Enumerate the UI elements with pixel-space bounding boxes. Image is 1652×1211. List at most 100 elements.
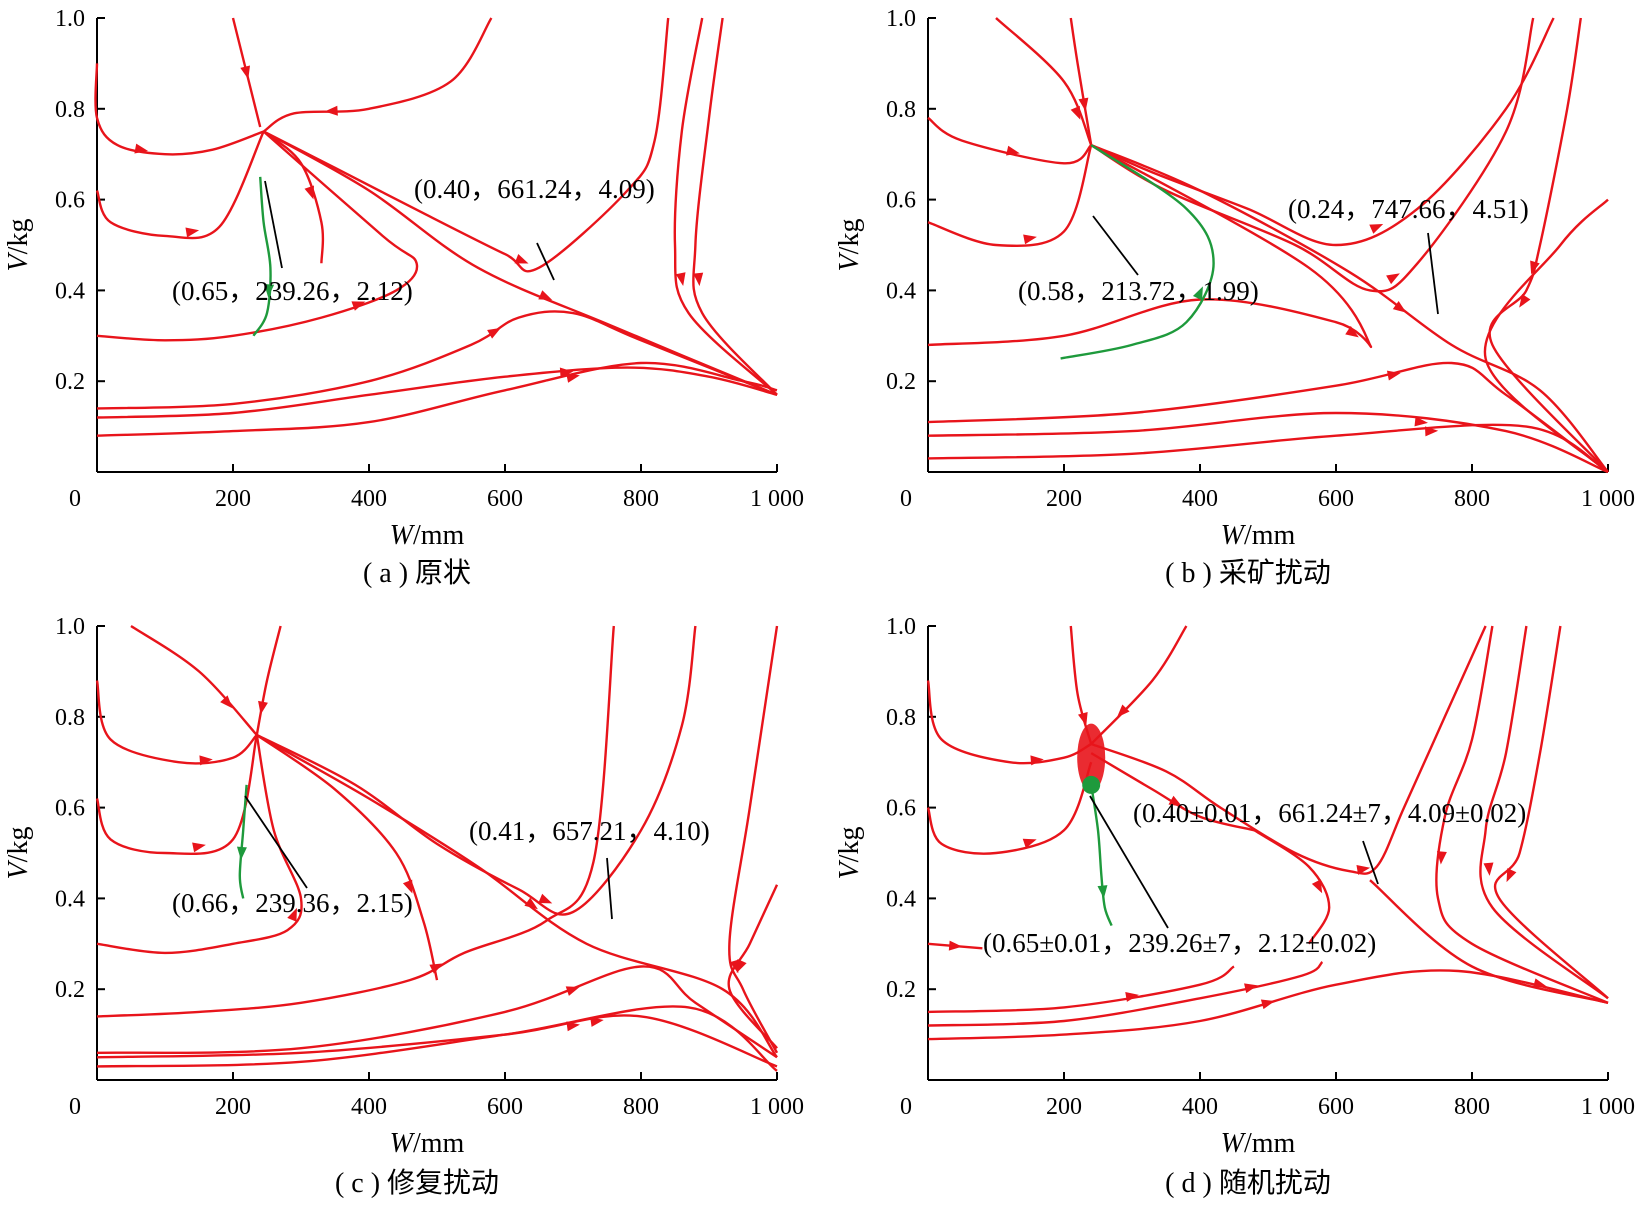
direction-arrow [304,185,314,200]
x-tick-label: 800 [623,1094,659,1120]
trajectory-9 [1090,17,1535,293]
y-axis-label: V/kg [3,827,34,880]
direction-arrow [351,301,366,311]
trajectory-7 [927,411,1609,474]
x-tick-label: 800 [1454,486,1490,512]
annotation-leader-line [536,242,555,281]
y-tick-label: 0.6 [55,188,85,214]
panel-caption: ( a ) 原状 [363,557,471,589]
direction-arrow [1386,273,1400,285]
panel-caption: ( d ) 随机扰动 [1165,1167,1331,1199]
direction-arrow [220,695,233,709]
direction-arrow [524,897,538,910]
direction-arrow [590,1016,604,1027]
trajectory-2 [255,625,282,736]
annotation-leader-line [1089,795,1169,929]
direction-arrow [199,755,213,766]
x-tick-label: 1 000 [750,486,804,512]
trajectory-13 [728,625,779,1054]
trajectory-9 [1090,625,1487,875]
trajectory-2 [1090,625,1188,745]
trajectory-11 [1090,17,1555,247]
annotation-leader-line [264,180,283,269]
trajectory-7 [927,960,1324,1027]
trajectory-12 [1369,879,1609,1004]
disturbed-trajectory-16 [1090,784,1113,927]
direction-arrow [1168,795,1183,807]
direction-arrow [324,105,338,116]
direction-arrow [1386,370,1401,381]
y-tick-label: 0.2 [886,977,916,1003]
panel-a: 0 200 400 600 800 1 000 0.2 0.4 0.6 0.8 1.0 W/mm V/k… [3,6,804,589]
trajectory-4 [95,130,265,240]
panel-d: 0 200 400 600 800 1 000 0.2 0.4 0.6 0.8 1.0 W/mm V/k… [834,614,1635,1199]
trajectory-13 [1483,198,1609,473]
trajectory-13 [692,17,778,396]
x-tick-label: 0 [69,1094,81,1120]
equilibrium-annotation: (0.24，747.66，4.51) [1288,194,1529,224]
direction-arrow [1424,426,1439,437]
y-tick-label: 1.0 [886,6,916,32]
trajectory-11 [1253,829,1331,945]
trajectory-14 [727,884,779,1049]
direction-arrow [1260,999,1275,1010]
y-tick-label: 0.2 [55,369,85,395]
y-tick-label: 1.0 [886,614,916,640]
x-tick-label: 600 [1318,1094,1354,1120]
trajectory-9 [96,965,778,1059]
equilibrium-annotation: (0.65，239.26，2.12) [172,276,413,306]
panel-caption: ( c ) 修复扰动 [335,1167,499,1199]
x-tick-label: 400 [351,1094,387,1120]
trajectory-13 [1435,625,1609,1004]
trajectory-8 [96,361,778,437]
direction-arrow [1097,885,1108,899]
direction-arrow [1023,234,1037,245]
direction-arrow [1070,105,1081,120]
trajectory-4 [926,761,1093,855]
x-tick-label: 0 [900,1094,912,1120]
x-tick-label: 200 [215,1094,251,1120]
direction-arrow [565,986,580,996]
annotation-leader-line [606,857,613,920]
trajectory-7 [96,366,778,419]
trajectory-3 [926,680,1092,765]
direction-arrow [1192,286,1203,301]
trajectory-1 [130,625,258,736]
trajectory-12 [1488,17,1609,473]
trajectory-11 [96,1005,778,1072]
direction-arrow [736,958,747,973]
y-tick-label: 0.8 [886,705,916,731]
direction-arrow [566,1021,580,1032]
direction-arrow [1530,260,1540,275]
x-axis-label: W/mm [1221,520,1296,551]
x-tick-label: 400 [1182,486,1218,512]
x-axis-label: W/mm [390,520,465,551]
direction-arrow [1532,978,1547,988]
annotation-leader-line [1092,215,1139,276]
direction-arrow [1022,838,1037,849]
trajectory-3 [927,116,1093,165]
direction-arrow [1414,416,1428,427]
direction-arrow [1369,223,1384,234]
equilibrium-annotation: (0.40±0.01，661.24±7，4.09±0.02) [1133,798,1526,828]
equilibrium-annotation: (0.66，239.36，2.15) [172,888,413,918]
direction-arrow [185,227,200,238]
trajectory-6 [927,361,1609,473]
y-tick-label: 0.4 [886,278,916,304]
equilibrium-annotation: (0.58，213.72，1.99) [1018,276,1259,306]
x-tick-label: 0 [900,486,912,512]
direction-arrow [429,963,444,974]
direction-arrow [487,327,501,339]
trajectory-5 [96,734,303,955]
y-tick-label: 0.4 [886,886,916,912]
x-tick-label: 1 000 [1581,486,1635,512]
disturbed-trajectory-14 [252,176,272,337]
trajectory-12 [256,733,778,1059]
trajectory-10 [96,1014,778,1068]
trajectory-2 [995,17,1093,146]
direction-arrow [566,372,580,383]
trajectory-10 [263,130,778,396]
y-axis-label: V/kg [834,827,865,880]
panel-b: 0 200 400 600 800 1 000 0.2 0.4 0.6 0.8 1.0 W/mm V/k… [834,6,1635,589]
